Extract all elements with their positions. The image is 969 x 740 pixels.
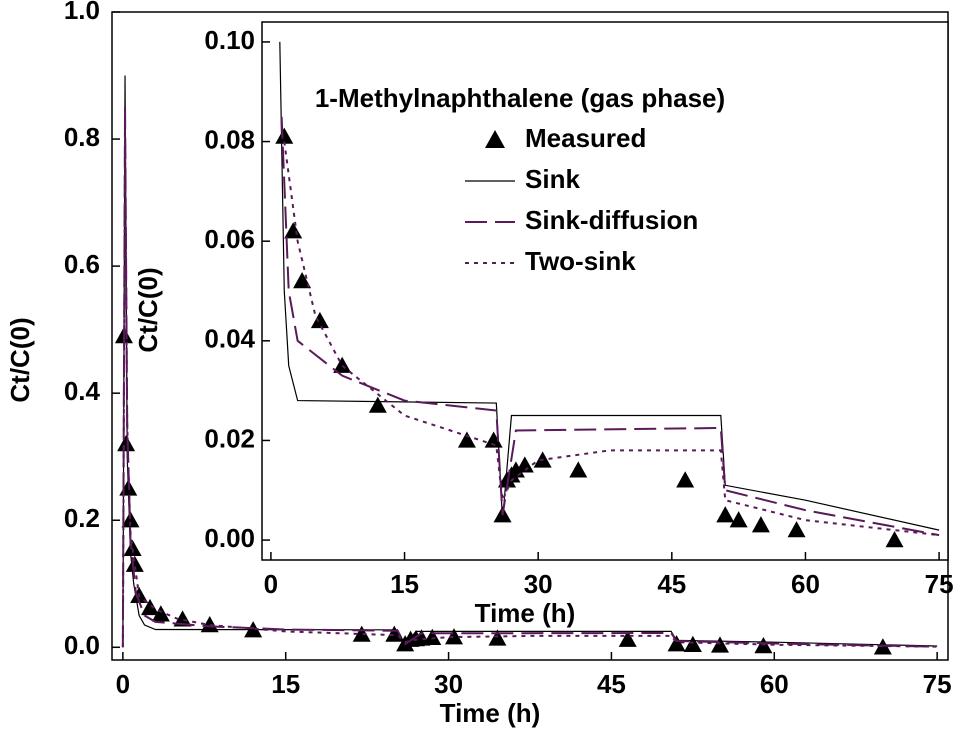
legend-label: Two-sink [525,246,636,276]
x-tick-label: 75 [925,569,954,599]
series-line [280,116,940,537]
marker [445,628,463,645]
x-tick-label: 30 [434,669,463,699]
x-tick-label: 15 [390,569,419,599]
marker [488,629,507,646]
y-tick-label: 0.4 [64,376,101,406]
x-tick-label: 0 [116,669,130,699]
marker [173,610,192,627]
marker [423,628,442,645]
series-line [279,41,940,531]
y-tick-label: 1.0 [64,0,100,25]
marker [618,630,637,647]
x-tick-label: 45 [597,669,626,699]
legend-title: 1-Methylnaphthalene (gas phase) [315,83,725,113]
marker [716,506,735,523]
marker [352,625,371,642]
plot-frame [261,21,949,561]
marker [667,635,686,652]
x-tick-label: 60 [791,569,820,599]
marker [711,636,729,653]
marker [515,456,534,473]
x-tick-label: 45 [657,569,686,599]
y-tick-label: 0.06 [204,224,255,254]
marker [569,461,588,478]
legend-label: Sink-diffusion [525,205,698,235]
y-tick-label: 0.2 [64,503,100,533]
marker [310,311,329,329]
y-tick-label: 0.0 [64,630,100,660]
marker [787,521,806,538]
y-tick-label: 0.00 [204,523,255,553]
y-tick-label: 0.04 [204,324,255,354]
marker [293,272,312,289]
marker [751,516,770,533]
marker [885,531,904,548]
x-tick-label: 30 [524,569,553,599]
y-tick-label: 0.02 [204,423,255,453]
marker [333,356,352,373]
marker [121,511,140,528]
x-tick-label: 75 [923,669,952,699]
y-tick-label: 0.8 [64,122,100,152]
x-axis-label: Time (h) [440,698,541,728]
legend-marker [485,130,505,148]
x-tick-label: 0 [264,569,278,599]
marker [683,635,702,652]
y-axis-label: Ct/C(0) [133,267,163,352]
marker [385,625,404,642]
marker [275,127,294,144]
legend-label: Sink [525,164,580,194]
x-tick-label: 15 [271,669,300,699]
y-tick-label: 0.08 [204,124,255,154]
series-line [121,139,938,648]
inset-background [262,22,948,560]
marker [457,431,476,448]
x-axis-label: Time (h) [475,598,576,628]
marker [151,605,170,622]
y-axis-label: Ct/C(0) [5,317,35,402]
marker [117,435,136,452]
marker [141,598,159,616]
y-tick-label: 0.10 [204,25,255,55]
y-tick-label: 0.6 [64,249,100,279]
marker [125,555,144,572]
marker [200,616,219,633]
marker [368,396,387,413]
legend-label: Measured [525,123,646,153]
marker [123,539,142,557]
x-tick-label: 60 [760,669,789,699]
marker [676,471,695,488]
marker [729,511,748,528]
